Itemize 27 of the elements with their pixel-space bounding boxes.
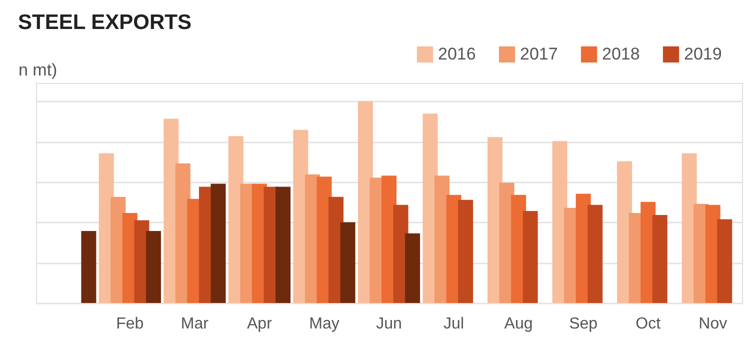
bar xyxy=(146,230,161,303)
x-tick-label: Jul xyxy=(444,316,464,332)
legend-label: 2016 xyxy=(438,44,476,64)
bar xyxy=(276,186,291,303)
x-tick-label: Sep xyxy=(569,316,598,332)
x-tick-label: Nov xyxy=(698,316,728,332)
x-tick-label: Feb xyxy=(116,316,144,332)
bar xyxy=(652,215,668,303)
x-tick-label: Mar xyxy=(180,316,210,332)
bar xyxy=(405,233,420,303)
x-tick-label: Aug xyxy=(504,316,533,332)
bar xyxy=(717,219,732,303)
x-tick-label: May xyxy=(309,316,340,332)
x-tick-label: Apr xyxy=(247,316,273,332)
x-tick-label: Jun xyxy=(376,316,402,332)
y-axis-title: n mt) xyxy=(18,60,58,80)
bar xyxy=(81,230,96,303)
bar xyxy=(458,200,474,303)
bar xyxy=(340,222,356,303)
x-tick-label: Oct xyxy=(636,316,662,332)
bar xyxy=(588,204,603,303)
bar xyxy=(522,210,538,303)
chart-title: STEEL EXPORTS xyxy=(18,11,192,34)
legend-label: 2018 xyxy=(602,44,640,64)
legend-label: 2019 xyxy=(684,44,722,64)
bar xyxy=(210,184,226,303)
legend-label: 2017 xyxy=(520,44,558,64)
